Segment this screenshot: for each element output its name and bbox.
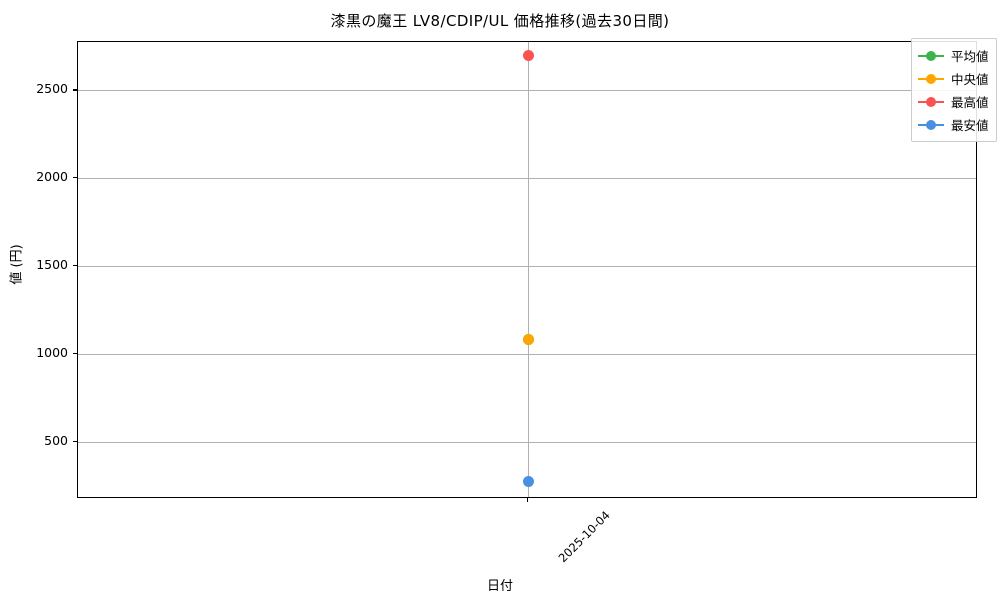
legend-swatch-icon <box>918 50 944 62</box>
gridline-x <box>528 42 529 497</box>
data-point <box>522 49 534 61</box>
chart-legend[interactable]: 平均値中央値最高値最安値 <box>911 38 997 142</box>
y-tick-mark <box>73 177 77 179</box>
legend-swatch-icon <box>918 96 944 108</box>
data-point <box>522 475 534 487</box>
legend-dot-icon <box>926 73 936 84</box>
x-tick-mark <box>527 498 529 502</box>
plot-area <box>77 41 977 498</box>
chart-title: 漆黒の魔王 LV8/CDIP/UL 価格推移(過去30日間) <box>330 12 670 30</box>
legend-swatch-icon <box>918 119 944 131</box>
legend-item[interactable]: 中央値 <box>918 67 989 90</box>
y-tick-label: 1000 <box>36 345 68 360</box>
y-tick-label: 2500 <box>36 81 68 97</box>
gridline-y <box>78 178 976 180</box>
x-axis-title: 日付 <box>486 579 513 594</box>
y-tick-mark <box>73 353 77 355</box>
gridline-y <box>78 354 976 355</box>
gridline-y <box>78 90 976 92</box>
y-tick-label: 500 <box>44 432 68 448</box>
y-tick-mark <box>73 265 77 267</box>
legend-label: 最高値 <box>951 95 989 110</box>
legend-dot-icon <box>926 50 936 61</box>
legend-item[interactable]: 平均値 <box>918 44 989 67</box>
legend-label: 平均値 <box>951 49 989 64</box>
legend-item[interactable]: 最高値 <box>918 90 989 113</box>
gridline-y <box>78 441 976 443</box>
legend-label: 最安値 <box>951 118 989 133</box>
data-point <box>522 333 534 345</box>
legend-dot-icon <box>926 119 936 130</box>
y-tick-label: 1500 <box>36 257 68 273</box>
legend-item[interactable]: 最安値 <box>918 113 989 136</box>
legend-label: 中央値 <box>951 72 989 87</box>
y-tick-label: 2000 <box>36 169 68 185</box>
x-tick-label: 2025-10-04 <box>555 508 613 566</box>
legend-dot-icon <box>926 96 936 107</box>
legend-swatch-icon <box>918 73 944 85</box>
y-tick-mark <box>73 89 77 91</box>
gridline-y <box>78 266 976 268</box>
y-tick-mark <box>73 440 77 443</box>
